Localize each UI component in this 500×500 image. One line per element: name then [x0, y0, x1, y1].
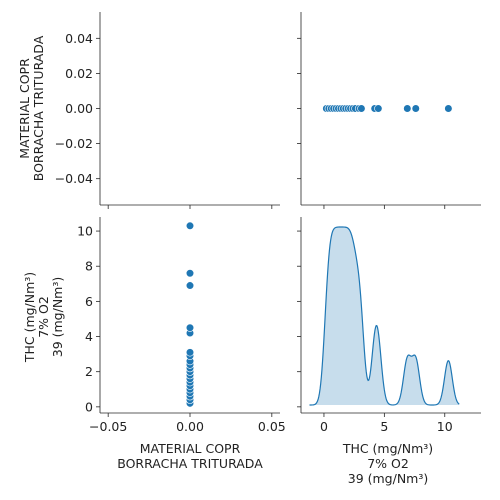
y-axis-label-material: MATERIAL COPRBORRACHA TRITURADA [17, 35, 46, 181]
y-axis-label-thc: THC (mg/Nm³)7% O239 (mg/Nm³) [22, 272, 65, 363]
y-tick-label: −0.04 [55, 171, 93, 186]
panel-bottom-scatter: −0.05 0.00 0.05 0 2 4 6 8 10 [77, 217, 286, 434]
panel-mat-hist: −0.04 −0.02 0.00 0.02 0.04 [55, 12, 280, 209]
panel-thc-kde: 0 5 10 [297, 217, 481, 434]
x-axis-label-thc: THC (mg/Nm³) 7% O2 39 (mg/Nm³) [342, 441, 433, 486]
scatter-point [186, 324, 194, 332]
y-tick-label: 10 [77, 224, 93, 239]
x-tick-label: 10 [437, 419, 453, 434]
scatter-point [186, 269, 194, 277]
scatter-point [186, 222, 194, 230]
y-tick-label: 6 [85, 294, 93, 309]
scatter-point [375, 105, 383, 113]
scatter-point [404, 105, 412, 113]
scatter-point [186, 349, 194, 357]
y-tick-label: 0.02 [65, 66, 93, 81]
y-tick-label: 4 [85, 329, 93, 344]
scatter-point [186, 282, 194, 290]
y-tick-label: 2 [85, 364, 93, 379]
x-tick-label: 5 [380, 419, 388, 434]
x-tick-label: 0.05 [258, 419, 286, 434]
y-tick-label: 0 [85, 399, 93, 414]
y-tick-label: 0.00 [65, 101, 93, 116]
scatter-point [412, 105, 420, 113]
panel-top-scatter [297, 12, 481, 209]
scatter-point [445, 105, 453, 113]
panels-layer: −0.04 −0.02 0.00 0.02 0.04 −0.05 0.00 0.05 0 2 4 6 8… [55, 12, 481, 434]
y-tick-label: 0.04 [65, 31, 93, 46]
x-axis-label-material: MATERIAL COPR BORRACHA TRITURADA [117, 441, 263, 471]
x-tick-label: 0 [320, 419, 328, 434]
y-tick-label: 8 [85, 259, 93, 274]
y-tick-label: −0.02 [55, 136, 93, 151]
svg-text:THC (mg/Nm³)7% O239 (mg/Nm³): THC (mg/Nm³)7% O239 (mg/Nm³) [22, 272, 65, 363]
kde-fill [309, 227, 459, 405]
x-tick-label: −0.05 [89, 419, 127, 434]
svg-text:MATERIAL COPRBORRACHA TRITURAD: MATERIAL COPRBORRACHA TRITURADA [17, 35, 46, 181]
x-tick-label: 0.00 [176, 419, 204, 434]
svg-text:MATERIAL COPRBORRACHA TRITURAD: MATERIAL COPRBORRACHA TRITURADA [117, 441, 263, 471]
scatter-point [358, 105, 366, 113]
svg-text:THC (mg/Nm³)7% O239 (mg/Nm³): THC (mg/Nm³)7% O239 (mg/Nm³) [342, 441, 433, 486]
